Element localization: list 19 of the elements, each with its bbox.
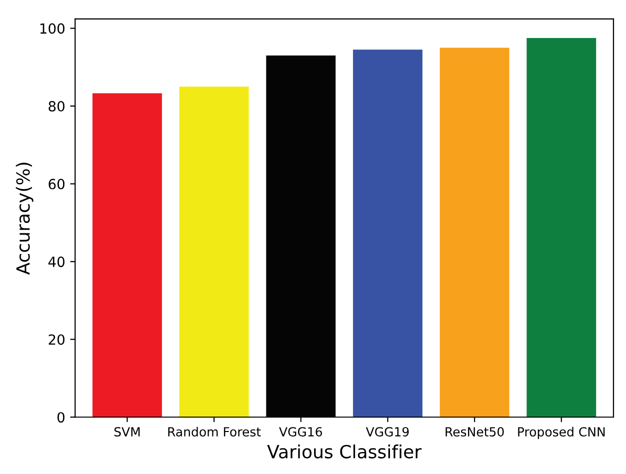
y-tick-label: 40 <box>48 256 64 268</box>
y-tick-label: 80 <box>48 101 64 112</box>
y-tick-label: 0 <box>57 412 64 423</box>
bar <box>92 93 162 418</box>
x-tick-label: ResNet50 <box>446 427 504 437</box>
y-tick-label: 20 <box>48 334 64 345</box>
x-tick-label: VGG16 <box>279 427 322 437</box>
y-axis-title: Accuracy(%) <box>16 162 34 275</box>
x-tick-label: Random Forest <box>168 426 261 437</box>
x-tick-label: Proposed CNN <box>518 426 605 439</box>
y-tick-label: 60 <box>48 178 64 190</box>
x-tick-label: SVM <box>114 427 140 437</box>
bar <box>179 86 249 418</box>
bar <box>440 48 510 418</box>
bar <box>526 38 596 418</box>
x-tick-label: VGG19 <box>366 427 409 437</box>
bar <box>352 50 422 418</box>
x-axis-title: Various Classifier <box>267 444 422 458</box>
y-tick-label: 100 <box>40 23 64 34</box>
